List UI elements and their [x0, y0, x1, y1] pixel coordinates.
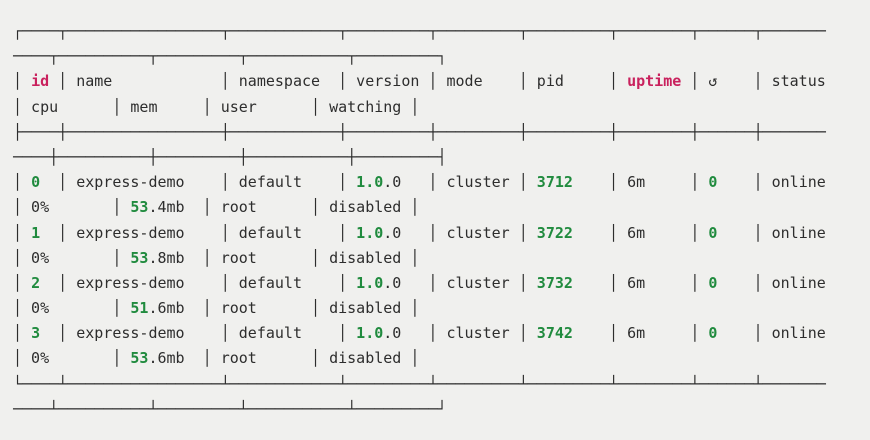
process-row-0-line-1-seg-4: .0 [383, 173, 429, 192]
border-bottom-line-2: ────┴──────────┴─────────┴───────────┴──… [13, 397, 870, 422]
process-row-2-line-1-seg-3: 1.0 [356, 273, 384, 292]
header-row-line-2: │ cpu │ mem │ user │ watching │ [13, 95, 870, 120]
header-row-line-1-seg-4: │ ↺ │ status [681, 72, 826, 91]
process-row-2-line-1-seg-5: │ cluster │ [428, 273, 537, 292]
process-row-0-line-2: │ 0% │ 53.4mb │ root │ disabled │ [13, 195, 870, 220]
border-bottom-line-1-seg-0: └────┴─────────────────┴────────────┴───… [13, 374, 826, 393]
header-row-line-1-seg-0: │ [13, 72, 32, 91]
process-row-2-line-1-seg-7: │ 6m │ [572, 273, 709, 292]
process-row-3-line-1-seg-4: .0 [383, 324, 429, 343]
process-row-1-line-1-seg-9: │ online [717, 223, 826, 242]
process-row-1-line-2: │ 0% │ 53.8mb │ root │ disabled │ [13, 246, 870, 271]
process-row-0-line-1-seg-1: 0 [31, 173, 41, 192]
process-row-2-line-2-seg-0: │ 0% │ [13, 299, 131, 318]
border-bottom-line-2-seg-0: ────┴──────────┴─────────┴───────────┴──… [13, 399, 447, 418]
process-row-3-line-1-seg-1: 3 [31, 324, 41, 343]
process-row-2-line-1-seg-2: │ express-demo │ default │ [40, 273, 357, 292]
process-row-0-line-2-seg-1: 53 [130, 198, 149, 217]
process-row-1-line-2-seg-1: 53 [130, 248, 149, 267]
header-row-line-1: │ id │ name │ namespace │ version │ mode… [13, 69, 870, 94]
process-row-2-line-1-seg-1: 2 [31, 273, 41, 292]
process-row-2-line-1-seg-9: │ online [717, 273, 826, 292]
process-row-3-line-1-seg-5: │ cluster │ [428, 324, 537, 343]
process-row-3-line-1-seg-9: │ online [717, 324, 826, 343]
process-row-3-line-2-seg-2: .6mb │ root │ disabled │ [148, 349, 420, 368]
process-row-0-line-1: │ 0 │ express-demo │ default │ 1.0.0 │ c… [13, 170, 870, 195]
process-row-1-line-2-seg-0: │ 0% │ [13, 248, 131, 267]
border-top-line-1-seg-0: ┌────┬─────────────────┬────────────┬───… [13, 22, 826, 40]
process-row-1-line-1-seg-0: │ [13, 223, 32, 242]
header-row-line-1-seg-2: │ name │ namespace │ version │ mode │ pi… [49, 72, 628, 91]
process-row-2-line-1-seg-6: 3732 [536, 273, 573, 292]
border-top-line-2: ────┬──────────┬─────────┬───────────┬──… [13, 44, 870, 69]
header-separator-line-1: ├────┼─────────────────┼────────────┼───… [13, 120, 870, 145]
process-row-2-line-2-seg-1: 51 [130, 299, 149, 318]
process-row-0-line-1-seg-7: │ 6m │ [572, 173, 709, 192]
process-row-1-line-1-seg-3: 1.0 [356, 223, 384, 242]
header-row-line-2-seg-0: │ cpu │ mem │ user │ watching │ [13, 97, 420, 116]
process-row-1-line-1: │ 1 │ express-demo │ default │ 1.0.0 │ c… [13, 221, 870, 246]
process-row-3-line-1-seg-2: │ express-demo │ default │ [40, 324, 357, 343]
header-row-line-1-seg-1: id [31, 72, 50, 91]
process-row-0-line-2-seg-0: │ 0% │ [13, 198, 131, 217]
border-bottom-line-1: └────┴─────────────────┴────────────┴───… [13, 372, 870, 397]
process-row-1-line-1-seg-8: 0 [708, 223, 718, 242]
process-row-2-line-1: │ 2 │ express-demo │ default │ 1.0.0 │ c… [13, 271, 870, 296]
process-row-1-line-1-seg-5: │ cluster │ [428, 223, 537, 242]
process-row-0-line-1-seg-9: │ online [717, 173, 826, 192]
header-row-line-1-seg-3: uptime [627, 72, 682, 91]
process-row-2-line-1-seg-0: │ [13, 273, 32, 292]
process-row-0-line-2-seg-2: .4mb │ root │ disabled │ [148, 198, 420, 217]
process-row-1-line-2-seg-2: .8mb │ root │ disabled │ [148, 248, 420, 267]
process-row-2-line-2-seg-2: .6mb │ root │ disabled │ [148, 299, 420, 318]
process-row-0-line-1-seg-3: 1.0 [356, 173, 384, 192]
process-row-1-line-1-seg-1: 1 [31, 223, 41, 242]
header-separator-line-2: ────┼──────────┼─────────┼───────────┼──… [13, 145, 870, 170]
process-row-3-line-2-seg-0: │ 0% │ [13, 349, 131, 368]
process-row-1-line-1-seg-7: │ 6m │ [572, 223, 709, 242]
process-row-3-line-2-seg-1: 53 [130, 349, 149, 368]
process-row-3-line-1-seg-8: 0 [708, 324, 718, 343]
border-top-line-1: ┌────┬─────────────────┬────────────┬───… [13, 19, 870, 44]
process-row-1-line-1-seg-4: .0 [383, 223, 429, 242]
process-row-1-line-1-seg-2: │ express-demo │ default │ [40, 223, 357, 242]
process-row-0-line-1-seg-0: │ [13, 173, 32, 192]
header-separator-line-2-seg-0: ────┼──────────┼─────────┼───────────┼──… [13, 147, 447, 166]
process-row-3-line-1: │ 3 │ express-demo │ default │ 1.0.0 │ c… [13, 321, 870, 346]
process-row-3-line-2: │ 0% │ 53.6mb │ root │ disabled │ [13, 346, 870, 371]
process-row-0-line-1-seg-6: 3712 [536, 173, 573, 192]
process-row-3-line-1-seg-6: 3742 [536, 324, 573, 343]
process-row-3-line-1-seg-3: 1.0 [356, 324, 384, 343]
border-top-line-2-seg-0: ────┬──────────┬─────────┬───────────┬──… [13, 47, 447, 66]
process-row-2-line-1-seg-4: .0 [383, 273, 429, 292]
process-row-3-line-1-seg-0: │ [13, 324, 32, 343]
header-separator-line-1-seg-0: ├────┼─────────────────┼────────────┼───… [13, 122, 826, 141]
process-row-2-line-2: │ 0% │ 51.6mb │ root │ disabled │ [13, 296, 870, 321]
process-row-2-line-1-seg-8: 0 [708, 273, 718, 292]
process-row-3-line-1-seg-7: │ 6m │ [572, 324, 709, 343]
process-row-0-line-1-seg-2: │ express-demo │ default │ [40, 173, 357, 192]
process-row-1-line-1-seg-6: 3722 [536, 223, 573, 242]
process-row-0-line-1-seg-5: │ cluster │ [428, 173, 537, 192]
process-row-0-line-1-seg-8: 0 [708, 173, 718, 192]
